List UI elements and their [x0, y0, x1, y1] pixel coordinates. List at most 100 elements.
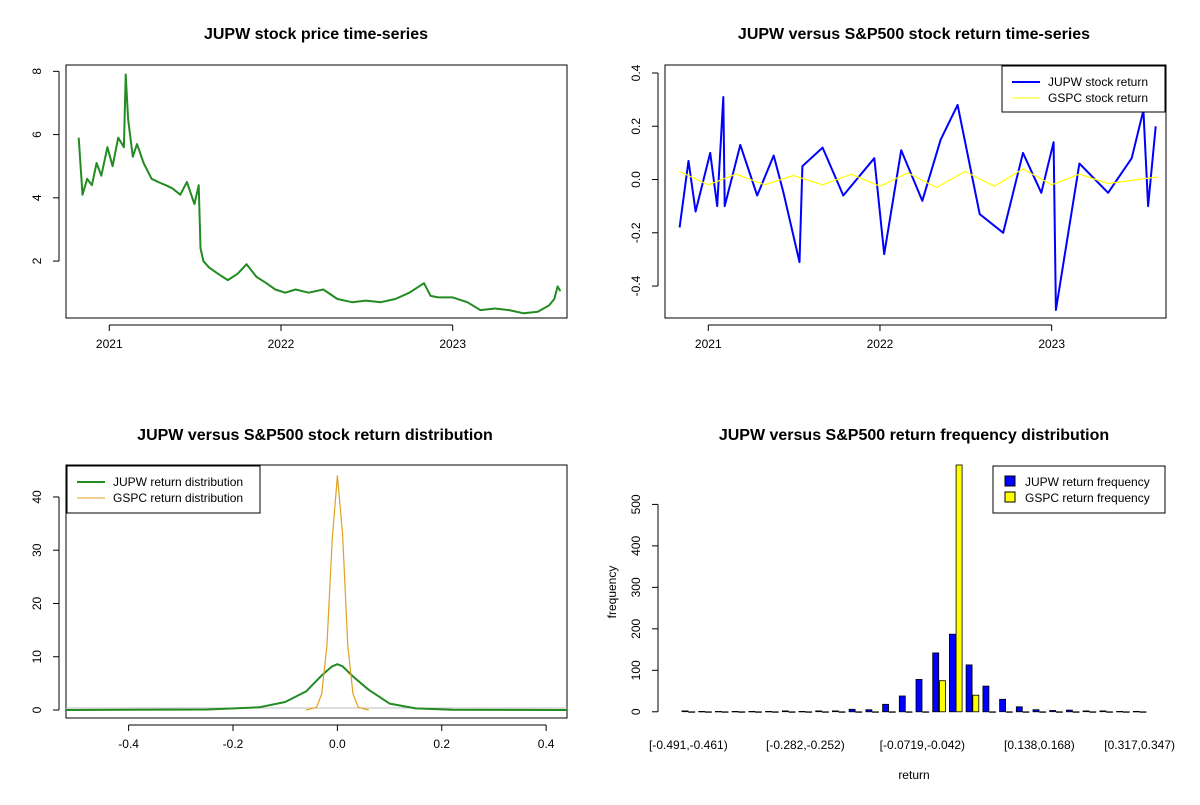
- histogram-bar-gspc: [1005, 711, 1013, 713]
- histogram-y-tick-label: 400: [629, 536, 643, 556]
- returns-y-tick-label: 0.0: [629, 171, 643, 188]
- returns-x-tick-label: 2022: [867, 337, 894, 351]
- histogram-bar-gspc: [1106, 711, 1113, 713]
- returns-lines: [678, 96, 1159, 311]
- histogram-bar-gspc: [805, 711, 813, 713]
- histogram-bar-jupw: [798, 711, 806, 713]
- histogram-bar-gspc: [721, 711, 729, 713]
- histogram-x-axis: [-0.491,-0.461) [-0.282,-0.252) [-0.0719,-…: [649, 738, 1175, 752]
- density-legend-gspc: GSPC return distribution: [113, 491, 243, 505]
- histogram-bar-gspc: [939, 680, 946, 713]
- histogram-bar-jupw: [949, 633, 956, 713]
- histogram-bar-jupw: [781, 710, 789, 713]
- histogram-bar-jupw: [815, 710, 823, 713]
- histogram-bars: [681, 464, 1147, 713]
- returns-legend-jupw: JUPW stock return: [1048, 75, 1148, 89]
- histogram-bar-jupw: [1132, 711, 1140, 713]
- histogram-bar-gspc: [972, 694, 980, 713]
- density-title: JUPW versus S&P500 stock return distribu…: [137, 427, 493, 444]
- density-series-1-line: [65, 663, 568, 711]
- histogram-bar-gspc: [755, 711, 762, 713]
- histogram-legend-jupw: JUPW return frequency: [1025, 475, 1150, 489]
- histogram-bar-gspc: [688, 711, 696, 713]
- histogram-bar-gspc: [888, 711, 896, 713]
- histogram-bar-gspc: [838, 711, 846, 713]
- returns-y-axis: -0.4 -0.2 0.0 0.2 0.4: [629, 64, 659, 296]
- histogram-legend-gspc: GSPC return frequency: [1025, 491, 1150, 505]
- price-series-1-line: [77, 73, 562, 315]
- histogram-y-tick-label: 300: [629, 577, 643, 597]
- density-y-tick-label: 0: [30, 706, 44, 713]
- density-lines: [65, 475, 568, 711]
- density-plot-box: [65, 464, 568, 719]
- density-y-tick-label: 10: [30, 650, 44, 664]
- histogram-bar-gspc: [1022, 711, 1030, 713]
- histogram-y-axis: 0 100 200 300 400 500: [629, 494, 659, 715]
- histogram-bar-gspc: [922, 711, 930, 713]
- price-x-axis: 2021 2022 2023: [96, 324, 466, 351]
- histogram-bar-jupw: [898, 695, 906, 713]
- density-panel: JUPW versus S&P500 stock return distribu…: [30, 427, 568, 751]
- histogram-bar-gspc: [771, 711, 779, 713]
- density-x-tick-label: 0.2: [433, 737, 450, 751]
- density-x-tick-label: 0.4: [538, 737, 555, 751]
- returns-y-tick-label: 0.4: [629, 64, 643, 81]
- histogram-y-tick-label: 500: [629, 494, 643, 514]
- histogram-bar-gspc: [855, 711, 863, 713]
- histogram-bar-gspc: [872, 711, 879, 713]
- histogram-bar-jupw: [1116, 711, 1123, 713]
- histogram-bar-jupw: [848, 708, 856, 713]
- price-y-tick-label: 6: [30, 131, 44, 138]
- histogram-y-tick-label: 200: [629, 618, 643, 638]
- histogram-bar-jupw: [1099, 710, 1107, 713]
- returns-x-tick-label: 2023: [1038, 337, 1065, 351]
- histogram-bar-gspc: [1039, 711, 1047, 713]
- price-y-tick-label: 2: [30, 257, 44, 264]
- price-plot-box: [65, 64, 568, 319]
- histogram-x-label: return: [898, 768, 929, 782]
- histogram-legend: JUPW return frequency GSPC return freque…: [992, 465, 1166, 514]
- histogram-bar-jupw: [982, 685, 990, 713]
- returns-legend: JUPW stock return GSPC stock return: [1001, 65, 1166, 113]
- density-x-axis: -0.4 -0.2 0.0 0.2 0.4: [118, 724, 555, 751]
- price-x-tick-label: 2022: [268, 337, 295, 351]
- histogram-x-tick-label: [-0.0719,-0.042): [880, 738, 965, 752]
- histogram-x-tick-label: [-0.282,-0.252): [766, 738, 845, 752]
- histogram-bar-jupw: [915, 679, 923, 713]
- histogram-bar-gspc: [955, 464, 963, 713]
- histogram-bar-gspc: [788, 711, 796, 713]
- histogram-legend-key-gspc: [1004, 491, 1016, 503]
- histogram-bar-jupw: [882, 703, 889, 713]
- returns-x-tick-label: 2021: [695, 337, 722, 351]
- density-y-tick-label: 20: [30, 596, 44, 610]
- price-y-axis: 2 4 6 8: [30, 68, 60, 264]
- histogram-bar-gspc: [905, 711, 913, 713]
- price-x-tick-label: 2021: [96, 337, 123, 351]
- histogram-bar-jupw: [965, 664, 973, 713]
- histogram-bar-gspc: [822, 711, 829, 713]
- density-x-tick-label: 0.0: [329, 737, 346, 751]
- histogram-bar-jupw: [1066, 709, 1073, 713]
- histogram-bar-gspc: [738, 711, 746, 713]
- histogram-title: JUPW versus S&P500 return frequency dist…: [719, 427, 1109, 444]
- density-y-tick-label: 40: [30, 490, 44, 504]
- histogram-x-tick-label: [-0.491,-0.461): [649, 738, 728, 752]
- histogram-bar-jupw: [748, 711, 756, 713]
- returns-panel: JUPW versus S&P500 stock return time-ser…: [629, 26, 1167, 351]
- histogram-x-tick-label: [0.317,0.347): [1104, 738, 1175, 752]
- histogram-bar-gspc: [1072, 711, 1080, 713]
- returns-series-1-line: [678, 96, 1157, 311]
- histogram-y-tick-label: 0: [629, 708, 643, 715]
- density-x-tick-label: -0.4: [118, 737, 139, 751]
- histogram-bar-jupw: [865, 709, 873, 713]
- returns-y-tick-label: -0.4: [629, 275, 643, 296]
- histogram-bar-jupw: [681, 710, 689, 713]
- histogram-bar-jupw: [932, 652, 940, 713]
- density-y-axis: 0 10 20 30 40: [30, 490, 60, 713]
- returns-y-tick-label: -0.2: [629, 222, 643, 243]
- histogram-bar-gspc: [1122, 711, 1130, 713]
- histogram-bar-gspc: [1139, 711, 1147, 713]
- returns-plot-box: [664, 64, 1167, 319]
- density-series-2-line: [305, 475, 369, 711]
